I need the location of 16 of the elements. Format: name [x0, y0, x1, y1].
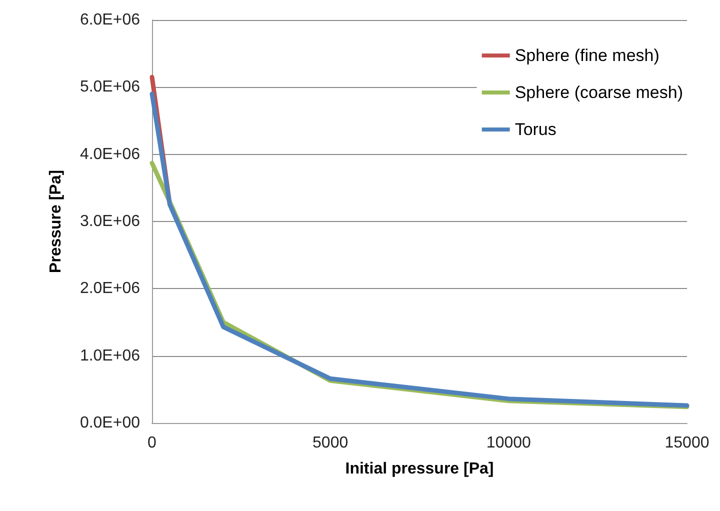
x-axis-title: Initial pressure [Pa]	[345, 460, 494, 478]
x-tick-label: 15000	[664, 434, 710, 452]
legend-label: Torus	[514, 120, 556, 139]
x-tick-label: 10000	[486, 434, 532, 452]
y-tick-label: 1.0E+06	[80, 347, 140, 364]
x-tick-label: 0	[148, 434, 157, 452]
y-tick-label: 5.0E+06	[80, 78, 140, 96]
y-tick-label: 2.0E+06	[80, 280, 140, 298]
y-tick-label: 3.0E+06	[80, 213, 140, 230]
y-axis-title: Pressure [Pa]	[48, 170, 64, 274]
y-tick-label: 4.0E+06	[80, 146, 140, 163]
legend-label: Sphere (coarse mesh)	[514, 83, 684, 102]
y-tick-label: 0.0E+00	[80, 414, 140, 432]
y-tick-label: 6.0E+06	[80, 12, 140, 28]
x-tick-label: 5000	[312, 434, 348, 452]
legend-label: Sphere (fine mesh)	[514, 46, 660, 65]
